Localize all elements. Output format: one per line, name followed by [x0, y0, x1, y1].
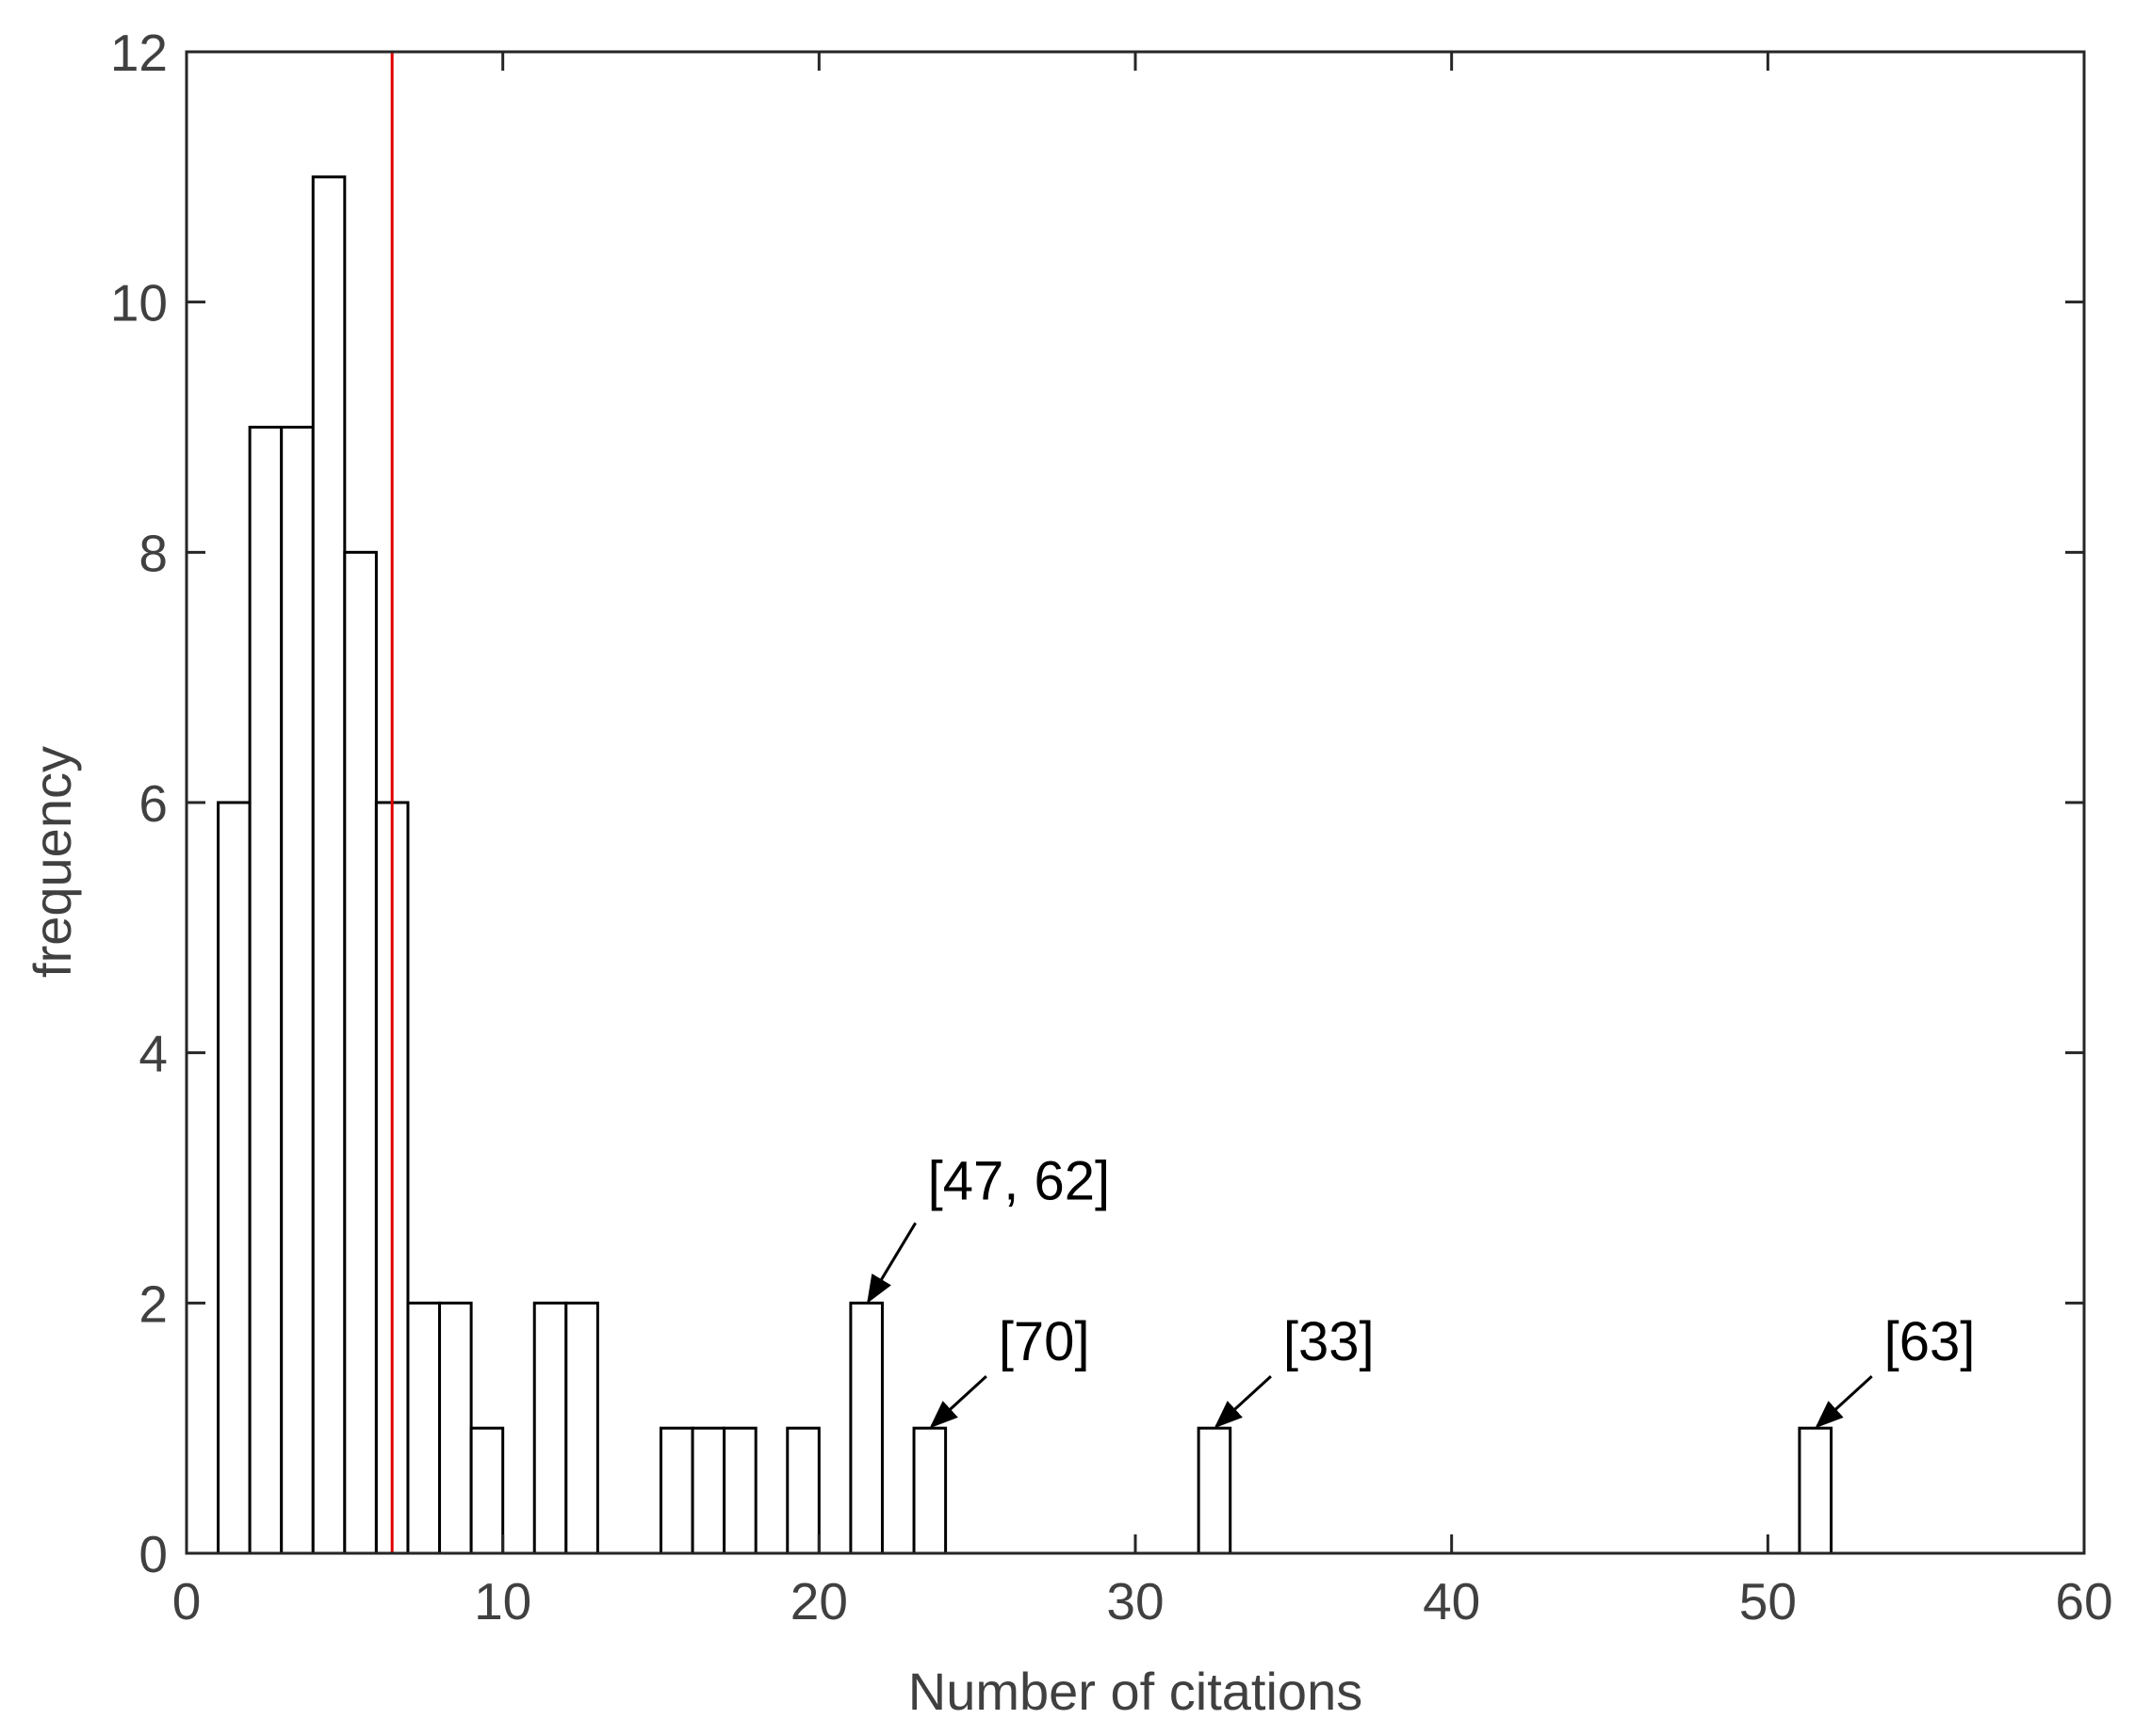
x-tick-label: 0 [172, 1572, 202, 1631]
y-tick-label: 6 [139, 774, 168, 833]
histogram-bar [406, 1301, 442, 1555]
histogram-bar [691, 1426, 726, 1555]
histogram-bar [532, 1301, 568, 1555]
histogram-bar [469, 1426, 505, 1555]
histogram-bar [723, 1426, 758, 1555]
histogram-bar [438, 1301, 473, 1555]
y-tick-label: 8 [139, 524, 168, 582]
y-tick-label: 4 [139, 1025, 168, 1083]
annotations-group: [47, 62] [70] [33] [63] [867, 1150, 1976, 1429]
x-tick-label: 30 [1106, 1572, 1164, 1631]
annotation-label: [63] [1884, 1311, 1976, 1372]
y-tick-label: 12 [110, 24, 168, 82]
annotation-label: [70] [999, 1311, 1090, 1372]
x-tick-label: 20 [790, 1572, 848, 1631]
histogram-bar [1197, 1426, 1232, 1555]
annotation-arrow [1214, 1375, 1272, 1429]
x-tick-label: 60 [2055, 1572, 2112, 1631]
histogram-bar [217, 801, 252, 1555]
histogram-bar [343, 550, 378, 1555]
y-tick-label: 2 [139, 1274, 168, 1333]
y-tick-label: 10 [110, 274, 168, 333]
x-tick-label: 50 [1739, 1572, 1797, 1631]
axes-group: 0 10 20 30 40 50 60 0 2 4 6 8 10 12 [110, 24, 2113, 1631]
x-tick-label: 10 [474, 1572, 531, 1631]
x-tick-label: 40 [1423, 1572, 1480, 1631]
histogram-bar [564, 1301, 599, 1555]
y-axis-label: frequency [23, 746, 82, 978]
histogram-bar [248, 426, 284, 1555]
histogram-bar [1798, 1426, 1833, 1555]
histogram-bar [849, 1301, 884, 1555]
annotation-arrow [929, 1375, 987, 1429]
x-axis-label: Number of citations [908, 1662, 1362, 1721]
histogram-bar [912, 1426, 948, 1555]
annotation-arrow [1815, 1375, 1873, 1429]
histogram-bar [311, 175, 347, 1555]
histogram-bar [786, 1426, 821, 1555]
annotation-arrow [867, 1222, 917, 1304]
y-tick-label: 0 [139, 1525, 168, 1583]
annotation-label: [47, 62] [928, 1150, 1110, 1211]
annotation-label: [33] [1283, 1311, 1375, 1372]
histogram-bar [280, 426, 315, 1555]
histogram-bar [660, 1426, 694, 1555]
